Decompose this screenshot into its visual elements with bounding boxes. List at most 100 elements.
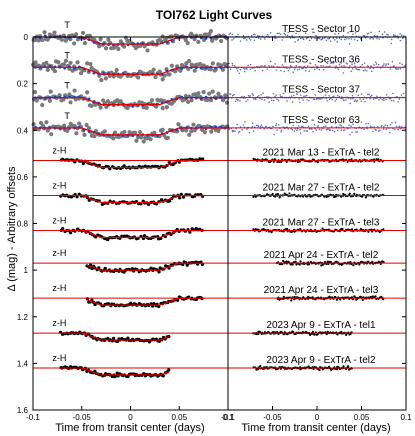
residual-point [343, 38, 346, 41]
residual-point [389, 97, 392, 100]
residual-point [249, 95, 252, 97]
residual-point [290, 95, 293, 97]
data-point [185, 41, 190, 46]
residual-point [289, 263, 292, 266]
residual-point [303, 130, 305, 132]
data-point [167, 368, 171, 372]
data-point [152, 301, 156, 306]
residual-point [340, 62, 342, 64]
data-point [160, 34, 165, 39]
residual-point [287, 128, 290, 130]
data-point [220, 67, 226, 72]
data-point [40, 37, 45, 43]
residual-point [278, 32, 281, 35]
residual-point [336, 368, 339, 371]
residual-point [326, 260, 329, 263]
x-axis-label-left: Time from transit center (days) [55, 422, 204, 434]
residual-point [254, 33, 256, 36]
residual-point [389, 68, 392, 70]
residual-point [384, 124, 387, 126]
residual-point [293, 68, 296, 71]
residual-point [233, 93, 235, 96]
data-point [122, 234, 127, 238]
residual-point [253, 39, 256, 41]
data-point [56, 60, 61, 65]
residual-point [350, 38, 353, 40]
data-point [132, 130, 138, 135]
residual-point [288, 122, 291, 125]
residual-point [307, 125, 310, 128]
residual-point [282, 259, 285, 263]
residual-point [282, 333, 285, 336]
model-curve [33, 66, 228, 75]
residual-point [327, 37, 329, 40]
data-point [187, 132, 192, 137]
residual-point [325, 195, 328, 199]
data-point [74, 32, 79, 37]
data-point [98, 105, 103, 110]
residual-point [283, 70, 285, 73]
residual-point [265, 125, 267, 128]
dataset-label: 2021 Mar 27 - ExTrA - tel3 [263, 217, 380, 228]
dataset-label: TESS - Sector 36 [282, 54, 360, 65]
residual-point [376, 125, 379, 128]
residual-point [361, 298, 364, 301]
residual-point [362, 98, 365, 100]
x-tick-label: -0.05 [73, 413, 92, 422]
data-point [191, 122, 196, 127]
residual-point [235, 98, 238, 101]
residual-point [334, 195, 337, 198]
data-point [186, 58, 192, 64]
residual-point [239, 40, 242, 42]
residual-point [311, 330, 315, 333]
residual-point [385, 98, 387, 101]
residual-point [263, 99, 266, 101]
data-point [223, 93, 228, 98]
residual-point [356, 131, 359, 133]
residual-point [292, 71, 295, 73]
residual-point [252, 94, 255, 97]
data-point [47, 98, 53, 103]
data-point [149, 98, 155, 103]
residual-point [304, 32, 307, 34]
data-point [149, 266, 153, 270]
residual-point [252, 33, 255, 36]
x-tick-label: 0 [128, 413, 133, 422]
residual-point [249, 68, 252, 71]
residual-point [381, 98, 383, 101]
residual-point [380, 125, 383, 127]
data-point [200, 127, 205, 133]
residual-point [352, 98, 354, 100]
residual-point [290, 299, 293, 302]
residual-point [317, 97, 320, 100]
residual-point [299, 101, 301, 104]
residual-point [279, 94, 282, 96]
residual-point [350, 158, 353, 161]
residual-point [237, 98, 239, 101]
residual-point [238, 130, 241, 133]
data-point [106, 237, 110, 242]
data-point [189, 129, 194, 134]
x-tick-label: 0 [315, 413, 320, 422]
residual-point [270, 65, 273, 67]
residual-point [299, 128, 301, 131]
residual-point [360, 100, 363, 102]
residual-point [277, 123, 280, 126]
residual-point [342, 34, 345, 37]
residual-point [353, 192, 356, 195]
residual-point [372, 130, 374, 133]
residual-point [286, 34, 289, 37]
residual-point [335, 98, 338, 101]
residual-point [320, 60, 323, 63]
data-point [82, 132, 87, 137]
data-point [151, 67, 156, 72]
residual-point [397, 68, 400, 70]
residual-point [318, 37, 321, 40]
residual-point [398, 125, 401, 128]
residual-point [248, 131, 251, 134]
data-point [208, 29, 214, 34]
residual-point [370, 94, 373, 97]
residual-point [375, 129, 377, 131]
residual-point [292, 124, 295, 127]
